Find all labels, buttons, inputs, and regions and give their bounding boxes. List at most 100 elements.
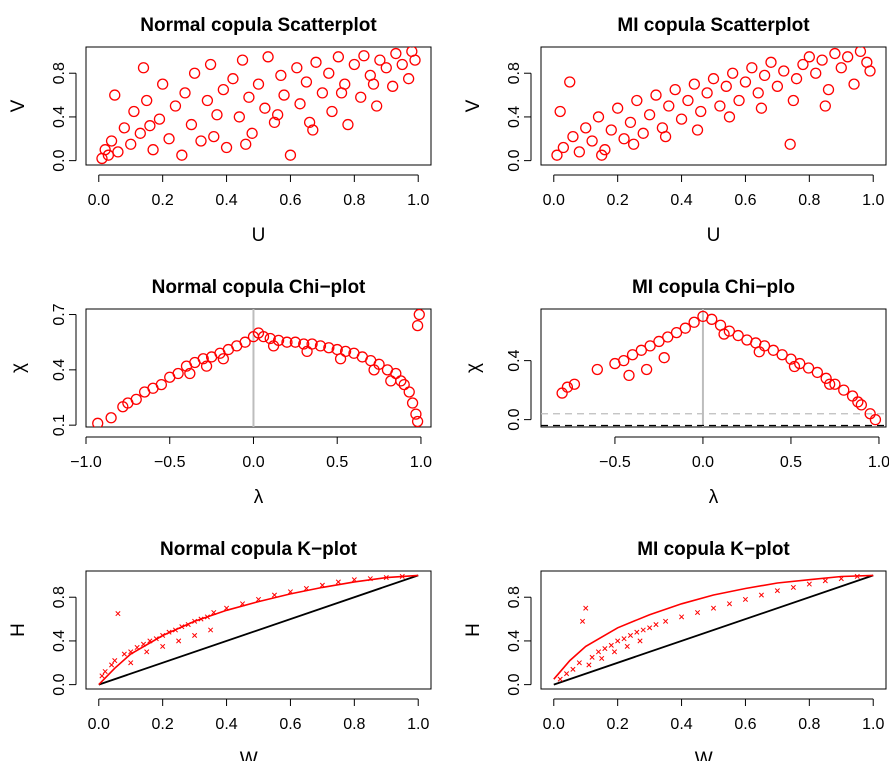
x-tick-label: 1.0 (407, 192, 429, 209)
data-point (605, 124, 617, 136)
data-point (387, 80, 399, 92)
y-tick-label: 0.8 (51, 586, 68, 608)
x-tick-label: 0.8 (798, 716, 820, 733)
x-tick-label: 1.0 (862, 192, 884, 209)
data-point (367, 78, 380, 90)
x-tick-label: 0.6 (279, 192, 301, 209)
data-point (611, 649, 618, 655)
data-point (810, 67, 822, 79)
data-point (714, 100, 726, 112)
chart-panel-mi-scatter: MI copula Scatterplot 0.0 0.2 0.4 0.6 0.8 1.0 0… (463, 15, 887, 246)
data-point (573, 146, 585, 158)
data-point (144, 649, 150, 655)
data-point (271, 592, 278, 598)
data-point (640, 363, 653, 376)
data-point (829, 47, 841, 60)
data-point (602, 646, 608, 652)
data-point (653, 621, 659, 628)
y-axis-label: V (8, 99, 29, 112)
plot-frame (540, 570, 887, 690)
data-point (409, 54, 421, 66)
data-point (413, 309, 425, 321)
diagonal-line (98, 574, 419, 686)
data-point (556, 387, 568, 399)
x-tick-label: −1.0 (70, 454, 102, 471)
data-point (802, 362, 815, 374)
data-point (109, 662, 115, 668)
data-point (746, 62, 758, 74)
data-point (663, 100, 675, 112)
data-point (618, 133, 630, 145)
data-point (564, 76, 576, 88)
data-point (335, 579, 341, 585)
data-point (634, 629, 640, 635)
data-point (824, 378, 836, 390)
data-point (615, 638, 621, 644)
data-point (240, 138, 252, 150)
y-axis-label: H (463, 623, 484, 637)
plot-data (92, 309, 425, 427)
data-point (733, 94, 745, 107)
data-point (635, 344, 647, 356)
data-point (374, 54, 386, 66)
x-tick-label: 0.4 (670, 192, 692, 209)
y-tick-label: 0.8 (506, 62, 523, 84)
data-point (790, 73, 803, 85)
data-point (411, 415, 424, 427)
data-point (557, 141, 570, 154)
data-point (592, 111, 605, 123)
data-point (811, 366, 824, 379)
data-point (776, 349, 788, 361)
fitted-curve (98, 574, 419, 686)
x-tick-label: 1.0 (868, 454, 889, 471)
data-point (201, 94, 214, 107)
data-point (239, 336, 251, 348)
chart-title: MI copula Chi−plo (632, 277, 795, 298)
data-point (289, 336, 301, 348)
data-point (155, 378, 168, 391)
y-axis-label: χ (463, 363, 484, 373)
data-point (618, 354, 630, 367)
data-point (820, 372, 832, 384)
x-tick-label: 0.4 (215, 192, 237, 209)
data-point (564, 671, 570, 677)
y-tick-label: 0.1 (51, 414, 68, 436)
y-tick-label: 0.4 (51, 106, 68, 128)
chart-title: Normal copula Chi−plot (152, 277, 366, 298)
data-point (301, 345, 313, 358)
data-point (612, 102, 624, 114)
data-point (710, 605, 717, 611)
data-point (752, 87, 764, 99)
x-axis-label: W1:n (695, 749, 732, 761)
data-point (819, 100, 831, 112)
y-tick-label: 0.8 (506, 586, 523, 608)
data-point (185, 118, 198, 131)
data-point (380, 62, 392, 74)
data-point (658, 352, 670, 364)
plot-frame (540, 46, 887, 166)
data-point (742, 596, 748, 602)
x-tick-label: 0.8 (343, 192, 365, 209)
data-point (599, 655, 605, 661)
data-point (217, 353, 229, 365)
data-point (367, 576, 373, 582)
data-point (326, 105, 338, 118)
data-point (399, 573, 405, 580)
data-point (589, 654, 595, 660)
data-point (706, 313, 718, 325)
x-tick-label: 0.5 (326, 454, 348, 471)
data-point (403, 386, 415, 398)
data-point (643, 109, 656, 121)
data-point (259, 102, 271, 114)
y-tick-label: 0.0 (51, 673, 68, 695)
data-point (121, 651, 127, 657)
data-point (383, 575, 389, 581)
data-point (163, 133, 175, 145)
data-point (224, 605, 230, 611)
data-point (236, 54, 249, 66)
data-point (848, 78, 860, 90)
data-point (172, 627, 178, 633)
y-tick-label: 0.0 (51, 149, 68, 171)
x-tick-label: 0.2 (152, 716, 174, 733)
data-point (624, 643, 630, 649)
